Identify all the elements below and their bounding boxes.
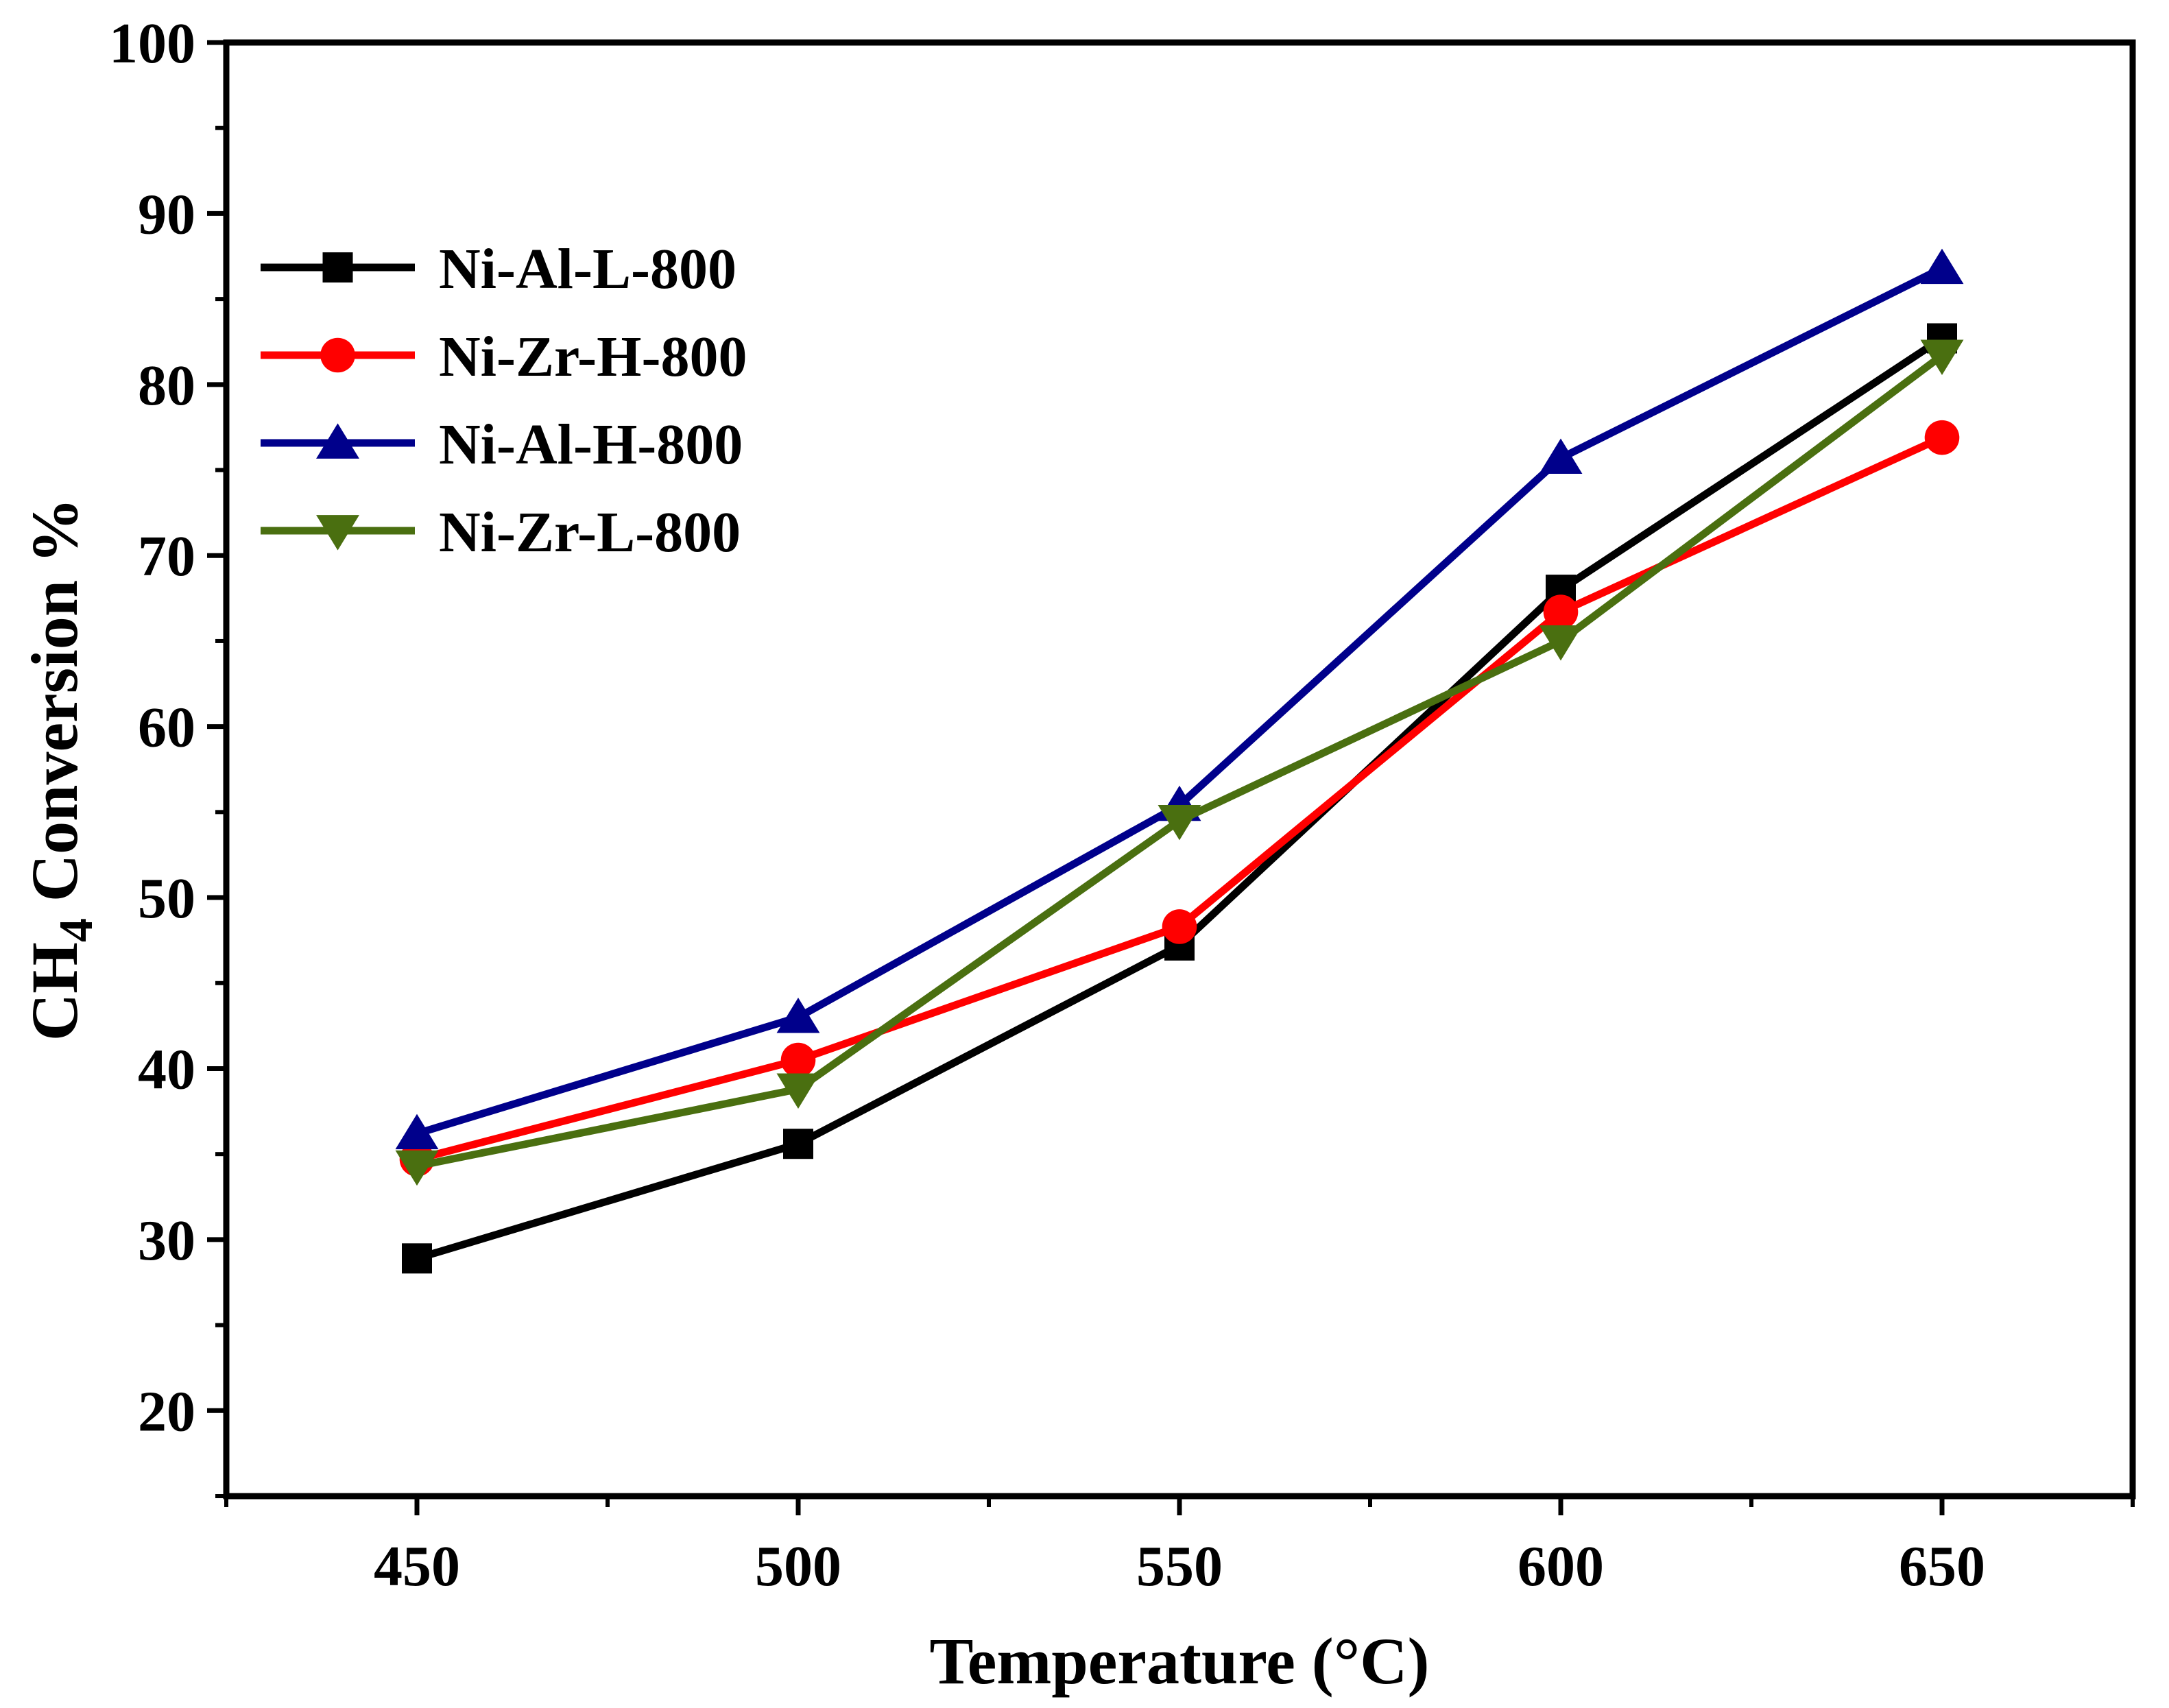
y-axis-title-subscript: 4 [50,918,103,942]
data-point [402,1243,432,1274]
data-point [1162,909,1197,944]
y-tick-label: 30 [138,1209,195,1273]
data-point [783,1129,813,1159]
x-tick-label: 500 [755,1535,841,1598]
legend-marker [316,423,359,459]
data-point [780,1042,816,1078]
x-axis-ticks: 450 500 550 600 650 [224,1496,2135,1598]
x-tick-label: 550 [1136,1535,1223,1598]
data-point [1539,438,1583,474]
legend: Ni-Al-L-800 Ni-Zr-H-800 Ni-Al-H-800 Ni-Zr-L… [261,237,747,564]
data-point [395,1114,439,1150]
legend-label: Ni-Al-L-800 [439,237,736,301]
y-tick-label: 20 [138,1380,195,1443]
x-axis-title: Temperature (°C) [930,1624,1430,1698]
legend-item: Ni-Al-H-800 [261,413,743,477]
legend-item: Ni-Zr-L-800 [261,501,741,564]
legend-label: Ni-Zr-L-800 [439,501,741,564]
y-tick-label: 40 [138,1037,195,1101]
y-axis-title-main: CH [18,942,91,1041]
data-point [1920,248,1964,285]
x-tick-label: 450 [374,1535,460,1598]
legend-marker [322,252,353,282]
data-point [1539,625,1583,661]
legend-marker [320,337,355,373]
y-tick-label: 80 [138,354,195,418]
legend-item: Ni-Al-L-800 [261,237,736,301]
series-ni-zr-l-800 [395,339,1964,1186]
y-axis-ticks: 20 30 40 50 60 70 80 90 100 [109,12,226,1498]
data-point [1920,339,1964,376]
legend-item: Ni-Zr-H-800 [261,325,747,389]
y-tick-label: 50 [138,867,195,930]
legend-label: Ni-Zr-H-800 [439,325,747,389]
legend-label: Ni-Al-H-800 [439,413,743,477]
series-line [416,265,1944,1138]
data-point [395,1150,439,1186]
y-tick-label: 100 [109,12,195,75]
x-tick-label: 600 [1518,1535,1604,1598]
data-point [776,1073,820,1109]
data-point [1158,804,1201,841]
data-point [1924,420,1960,455]
series-layer [395,248,1964,1274]
y-tick-label: 70 [138,525,195,588]
data-point [1543,594,1579,629]
data-point [776,998,820,1033]
x-tick-label: 650 [1899,1535,1985,1598]
y-axis-title: CH4 Conversion % [18,498,103,1041]
y-tick-label: 90 [138,182,195,246]
legend-marker [316,515,359,551]
series-line [416,352,1945,1170]
y-tick-label: 60 [138,696,195,760]
y-axis-title-rest: Conversion % [18,498,91,918]
